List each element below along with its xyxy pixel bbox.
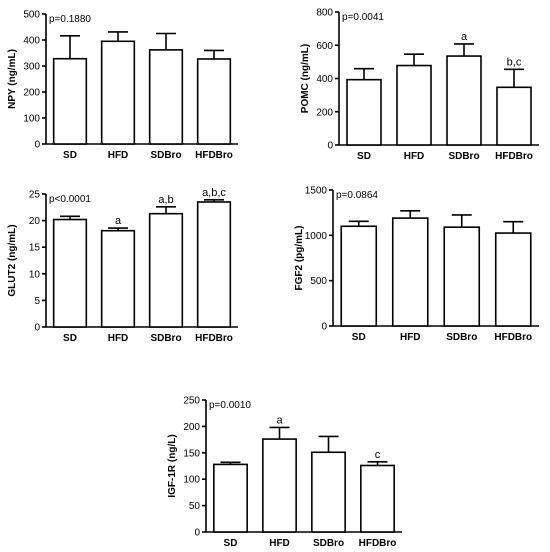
y-tick-label: 0 bbox=[327, 141, 333, 152]
bar-hfdbro bbox=[496, 86, 532, 146]
p-value-annotation: p=0.0010 bbox=[209, 400, 251, 411]
bar-hfd bbox=[262, 438, 297, 533]
category-label: SDBro bbox=[150, 150, 181, 161]
bar-hfd bbox=[391, 217, 429, 327]
category-label: SD bbox=[357, 151, 371, 162]
significance-label: a bbox=[276, 414, 283, 426]
bar-sd bbox=[346, 78, 382, 146]
bar-hfdbro bbox=[360, 464, 395, 533]
y-tick-label: 0 bbox=[34, 140, 40, 151]
y-tick-label: 15 bbox=[29, 243, 41, 254]
y-axis-label: FGF2 (pg/mL) bbox=[294, 226, 305, 291]
bar-sdbro bbox=[148, 49, 184, 145]
chart-panel-4: 0 50 100 150 200 250 IGF-1R (ng/L) p=0.0010 SD a H… bbox=[167, 396, 402, 549]
bar-sd bbox=[213, 463, 248, 533]
chart-panel-1: 0 200 400 600 800 POMC (ng/mL) p=0.0041 SD HFD a S… bbox=[300, 8, 539, 162]
y-tick-label: 100 bbox=[23, 114, 40, 125]
p-value-annotation: p=0.0041 bbox=[342, 12, 384, 23]
y-tick-label: 250 bbox=[183, 396, 200, 407]
significance-label: a,b bbox=[158, 194, 173, 206]
y-tick-label: 50 bbox=[189, 501, 201, 512]
bar-hfd bbox=[100, 229, 136, 328]
y-tick-label: 200 bbox=[183, 422, 200, 433]
category-label: SD bbox=[63, 333, 77, 344]
y-tick-label: 0 bbox=[34, 323, 40, 334]
bar-sdbro bbox=[446, 55, 482, 146]
p-value-annotation: p=0.1880 bbox=[49, 14, 91, 25]
significance-label: b,c bbox=[507, 56, 522, 68]
category-label: HFD bbox=[108, 150, 129, 161]
y-tick-label: 500 bbox=[310, 276, 327, 287]
y-tick-label: 500 bbox=[23, 10, 40, 21]
category-label: SD bbox=[224, 538, 238, 549]
category-label: HFD bbox=[404, 151, 425, 162]
y-axis-label: GLUT2 (ng/mL) bbox=[7, 224, 18, 296]
bar-hfdbro bbox=[196, 58, 232, 145]
bar-hfdbro bbox=[494, 232, 532, 327]
y-tick-label: 600 bbox=[316, 41, 333, 52]
bar-sdbro bbox=[311, 451, 346, 533]
y-axis-label: IGF-1R (ng/L) bbox=[167, 434, 178, 497]
category-label: SD bbox=[63, 150, 77, 161]
p-value-annotation: p<0.0001 bbox=[49, 194, 91, 205]
category-label: HFDBro bbox=[195, 333, 233, 344]
significance-label: c bbox=[375, 449, 381, 461]
p-value-annotation: p=0.0864 bbox=[336, 190, 378, 201]
significance-label: a,b,c bbox=[202, 187, 226, 199]
y-axis-label: NPY (ng/mL) bbox=[7, 49, 18, 109]
y-tick-label: 25 bbox=[29, 190, 41, 201]
y-axis-label: POMC (ng/mL) bbox=[300, 44, 311, 113]
significance-label: a bbox=[461, 31, 468, 43]
chart-panel-0: 0 100 200 300 400 500 NPY (ng/mL) p=0.1880 SD HFD… bbox=[7, 10, 238, 161]
bar-hfd bbox=[396, 64, 432, 146]
chart-panel-3: 0 500 1000 1500 FGF2 (pg/mL) p=0.0864 SD HFD SDB… bbox=[294, 186, 539, 343]
bar-sdbro bbox=[148, 212, 184, 328]
category-label: SDBro bbox=[448, 151, 479, 162]
y-tick-label: 150 bbox=[183, 448, 200, 459]
y-tick-label: 100 bbox=[183, 475, 200, 486]
y-tick-label: 300 bbox=[23, 62, 40, 73]
y-tick-label: 1000 bbox=[305, 231, 328, 242]
y-tick-label: 400 bbox=[23, 36, 40, 47]
significance-label: a bbox=[115, 215, 122, 227]
y-tick-label: 200 bbox=[23, 88, 40, 99]
category-label: HFDBro bbox=[359, 538, 397, 549]
y-tick-label: 800 bbox=[316, 8, 333, 19]
bar-hfd bbox=[100, 40, 136, 145]
category-label: SD bbox=[352, 332, 366, 343]
y-tick-label: 5 bbox=[34, 296, 40, 307]
category-label: HFDBro bbox=[494, 332, 532, 343]
bar-hfdbro bbox=[196, 201, 232, 328]
bar-sd bbox=[340, 225, 378, 327]
category-label: HFDBro bbox=[195, 150, 233, 161]
category-label: HFD bbox=[108, 333, 129, 344]
category-label: SDBro bbox=[150, 333, 181, 344]
chart-panel-2: 0 5 10 15 20 25 GLUT2 (ng/mL) p<0.0001 SD a HFD a,b… bbox=[7, 187, 238, 344]
category-label: SDBro bbox=[313, 538, 344, 549]
y-tick-label: 10 bbox=[29, 269, 41, 280]
y-tick-label: 20 bbox=[29, 216, 41, 227]
y-tick-label: 1500 bbox=[305, 186, 328, 197]
category-label: SDBro bbox=[446, 332, 477, 343]
y-tick-label: 400 bbox=[316, 74, 333, 85]
y-tick-label: 200 bbox=[316, 107, 333, 118]
y-tick-label: 0 bbox=[194, 528, 200, 539]
bar-sd bbox=[52, 57, 88, 145]
category-label: HFDBro bbox=[495, 151, 533, 162]
bar-sdbro bbox=[443, 226, 481, 327]
category-label: HFD bbox=[400, 332, 421, 343]
category-label: HFD bbox=[269, 538, 290, 549]
bar-sd bbox=[52, 218, 88, 328]
y-tick-label: 0 bbox=[321, 322, 327, 333]
